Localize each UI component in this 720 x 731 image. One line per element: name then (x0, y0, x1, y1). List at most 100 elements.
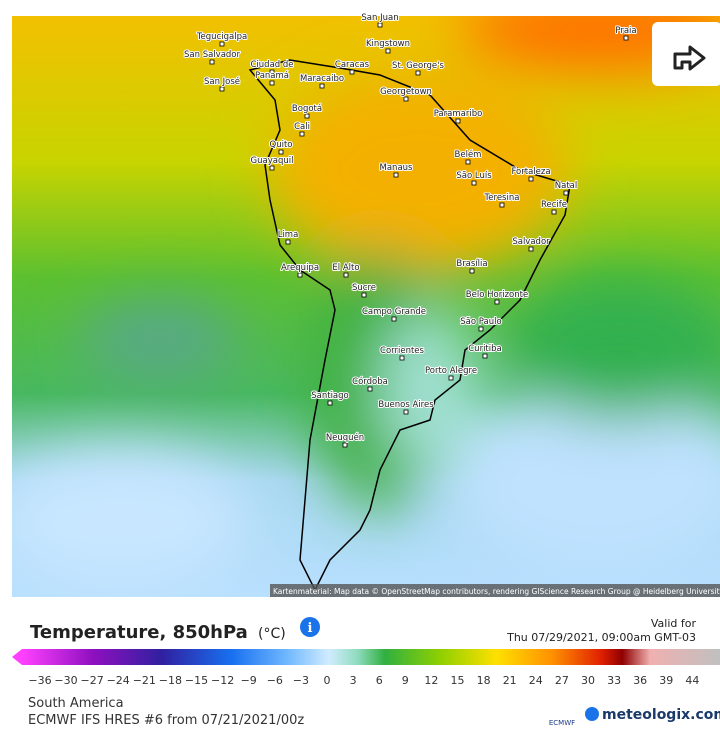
city-label: Tegucigalpa (196, 32, 247, 42)
scale-label: 18 (477, 674, 491, 687)
city-label: El Alto (332, 263, 359, 273)
color-bar (22, 649, 720, 665)
info-icon[interactable] (300, 617, 320, 637)
model: ECMWF IFS HRES #6 from 07/21/2021/00z (28, 713, 304, 728)
scale-label: 39 (659, 674, 673, 687)
city-dot (297, 272, 303, 278)
city-label: Porto Alegre (425, 366, 477, 376)
scale-label: 6 (376, 674, 383, 687)
city-dot (361, 292, 367, 298)
scale-label: −6 (267, 674, 283, 687)
city-dot (478, 326, 484, 332)
city-label: Natal (555, 181, 577, 191)
city-label: Teresina (484, 193, 520, 203)
city-label: Panamá (255, 71, 289, 81)
legend-title: Temperature, 850hPa (30, 622, 248, 643)
scale-label: −30 (54, 674, 77, 687)
city-dot (278, 149, 284, 155)
coastline (248, 59, 571, 592)
city-label: San Juan (361, 13, 398, 23)
info-i[interactable]: i (308, 621, 313, 636)
city-label: São Paulo (460, 317, 501, 327)
city-dot (342, 442, 348, 448)
city-label: Guayaquil (251, 156, 294, 166)
city-dot (327, 400, 333, 406)
city-dot (494, 299, 500, 305)
city-dot (465, 159, 471, 165)
city-label: Belém (455, 149, 482, 160)
scale-label: 0 (324, 674, 331, 687)
city-dot (219, 86, 225, 92)
city-dot (448, 375, 454, 381)
city-dot (269, 165, 275, 171)
scale-label: −9 (241, 674, 257, 687)
city-dot (399, 355, 405, 361)
city-dot (385, 48, 391, 54)
city-label: San José (204, 76, 240, 87)
city-label: Buenos Aires (378, 400, 434, 410)
city-label: Campo Grande (362, 307, 426, 317)
city-label: Maracaibo (300, 74, 344, 84)
city-label: São Luís (456, 171, 492, 181)
city-label: Corrientes (380, 346, 425, 356)
map: Kartenmaterial: Map data © OpenStreetMap… (12, 16, 720, 597)
scale-label: 30 (581, 674, 595, 687)
city-dot (393, 172, 399, 178)
legend-unit: (°C) (258, 626, 286, 642)
region: South America (28, 696, 124, 711)
city-dot (403, 96, 409, 102)
scale-label: 44 (685, 674, 699, 687)
city-label: Santiago (311, 391, 349, 401)
city-label: Bogotá (292, 104, 322, 114)
city-label: Kingstown (366, 39, 410, 49)
brand-icon (585, 707, 599, 721)
scale-label: 33 (607, 674, 621, 687)
city-dot (377, 22, 383, 28)
city-label: Córdoba (352, 376, 388, 387)
scale-label: 27 (555, 674, 569, 687)
city-dot (471, 180, 477, 186)
city-label: Cali (294, 122, 310, 132)
city-label: Neuquén (326, 432, 364, 443)
scale-label: −3 (293, 674, 309, 687)
scale-label: −27 (80, 674, 103, 687)
city-dot (285, 239, 291, 245)
city-label: Arequipa (281, 263, 319, 273)
bar-arrow (12, 649, 22, 665)
city-label: Recife (541, 200, 567, 210)
city-dot (269, 69, 275, 75)
city-dot (528, 176, 534, 182)
city-label: Sucre (352, 283, 376, 293)
ecmwf-logo: ECMWF (549, 719, 575, 727)
share-icon[interactable] (673, 45, 706, 71)
scale-label: −15 (185, 674, 208, 687)
city-dot (528, 246, 534, 252)
scale-label: −18 (159, 674, 182, 687)
city-dot (304, 113, 310, 119)
city-dot (551, 209, 557, 215)
city-dot (455, 118, 461, 124)
city-label: Georgetown (380, 87, 432, 97)
city-label: St. George's (392, 61, 444, 71)
valid-label: Valid for (651, 617, 697, 630)
scale-label: −21 (133, 674, 156, 687)
scale-label: −12 (211, 674, 234, 687)
scale-label: −24 (107, 674, 130, 687)
city-dot (367, 386, 373, 392)
city-label: San Salvador (184, 50, 240, 60)
attribution: Kartenmaterial: Map data © OpenStreetMap… (273, 587, 720, 596)
city-dot (623, 35, 629, 41)
scale-label: 12 (424, 674, 438, 687)
city-dot (319, 83, 325, 89)
city-dot (269, 80, 275, 86)
city-dot (499, 202, 505, 208)
city-label: Paramaribo (434, 109, 483, 119)
city-dot (469, 268, 475, 274)
brand: meteologix.com (602, 707, 720, 723)
city-label: Manaus (380, 163, 414, 173)
scale-label: 24 (529, 674, 543, 687)
city-label: Praia (615, 26, 636, 36)
city-label: Salvador (512, 237, 550, 247)
city-dot (299, 131, 305, 137)
